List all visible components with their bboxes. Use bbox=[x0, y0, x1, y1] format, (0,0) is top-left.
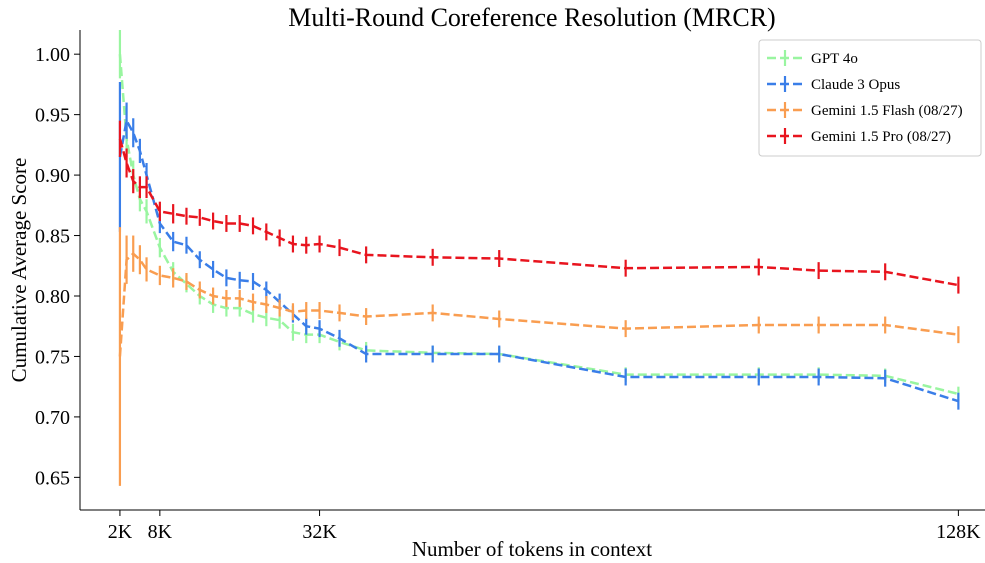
y-tick-label: 0.65 bbox=[35, 467, 70, 489]
y-tick-label: 0.80 bbox=[35, 286, 70, 308]
legend-box bbox=[758, 39, 982, 157]
legend-label: Gemini 1.5 Pro (08/27) bbox=[811, 129, 951, 145]
x-tick-label: 32K bbox=[302, 521, 337, 543]
legend-label: Gemini 1.5 Flash (08/27) bbox=[811, 103, 963, 119]
y-tick-label: 0.95 bbox=[35, 105, 70, 127]
y-tick-label: 0.75 bbox=[35, 346, 70, 368]
x-tick-label: 8K bbox=[148, 521, 173, 543]
y-tick-label: 0.85 bbox=[35, 226, 70, 248]
y-axis-label: Cumulative Average Score bbox=[7, 158, 31, 383]
y-tick-label: 1.00 bbox=[35, 44, 70, 66]
series-line bbox=[118, 251, 959, 357]
series-line bbox=[118, 138, 959, 287]
x-tick-label: 128K bbox=[936, 521, 981, 543]
legend-label: Claude 3 Opus bbox=[811, 77, 900, 93]
series-line bbox=[118, 54, 959, 396]
y-tick-label: 0.90 bbox=[35, 165, 70, 187]
y-tick-label: 0.70 bbox=[35, 407, 70, 429]
legend-label: GPT 4o bbox=[811, 51, 858, 67]
x-axis-label: Number of tokens in context bbox=[412, 537, 652, 561]
x-tick-label: 2K bbox=[108, 521, 133, 543]
chart-title: Multi-Round Coreference Resolution (MRCR… bbox=[288, 3, 775, 32]
